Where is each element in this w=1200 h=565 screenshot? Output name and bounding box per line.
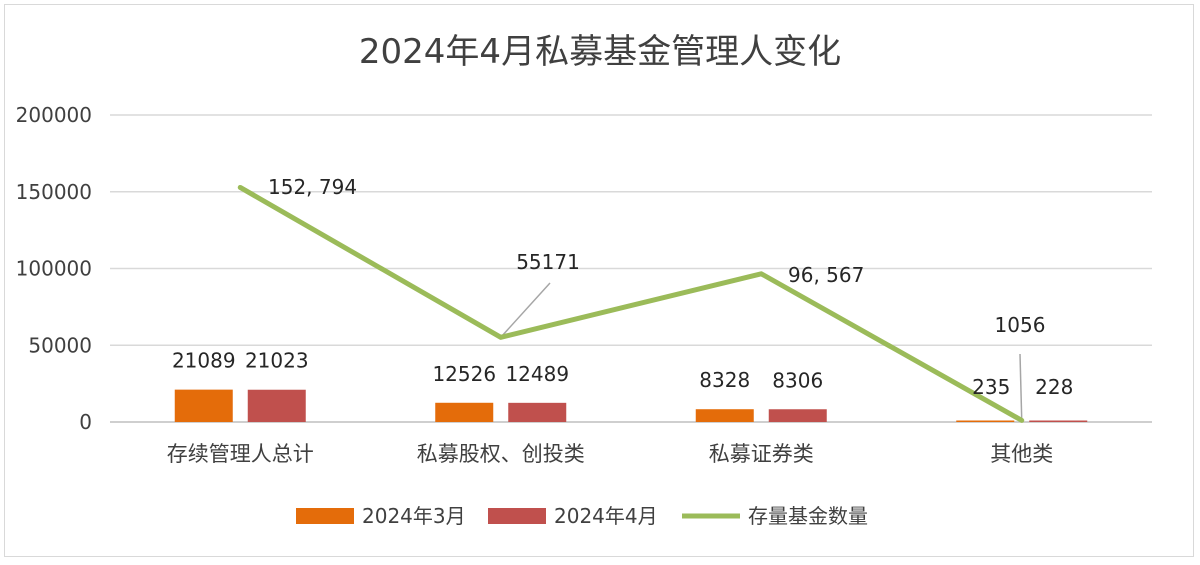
legend: 2024年3月 2024年4月 存量基金数量 [296,504,868,528]
y-tick-label: 50000 [28,333,92,357]
bar-data-label: 228 [1035,375,1073,399]
bar [768,409,827,422]
line-point [239,186,242,189]
bar [956,420,1015,422]
bar-data-label: 8306 [772,368,823,392]
line-data-label: 1056 [995,313,1046,337]
legend-label: 存量基金数量 [748,504,868,528]
line-point [499,336,502,339]
y-axis-ticks: 0 50000 100000 150000 200000 [16,103,92,434]
bar-data-label: 12526 [432,362,496,386]
y-tick-label: 200000 [16,103,92,127]
y-tick-label: 100000 [16,257,92,281]
x-axis-categories: 存续管理人总计 私募股权、创投类 私募证券类 其他类 [167,442,1054,466]
bar-data-label: 12489 [505,362,569,386]
x-category-label: 其他类 [990,442,1053,466]
bar [1029,420,1088,422]
bars [174,389,1088,422]
line-data-label: 152, 794 [268,175,357,199]
data-labels: 21089 12526 8328 235 21023 12489 8306 228 152, 7… [172,175,1073,399]
bar [247,389,306,422]
legend-label: 2024年3月 [362,504,466,528]
bar-data-label: 8328 [699,368,750,392]
bar [508,402,567,422]
line-series [237,184,1025,423]
chart-frame [4,4,1194,557]
bar-data-label: 21023 [245,349,309,373]
legend-swatch [296,508,354,524]
line-path [237,184,1025,423]
x-category-label: 私募证券类 [709,442,814,466]
chart-title: 2024年4月私募基金管理人变化 [359,32,841,72]
bar-data-label: 235 [972,375,1010,399]
line-data-label: 96, 567 [788,263,864,287]
line-data-label: 55171 [516,250,580,274]
callout-lines [500,282,1023,421]
bar [174,389,233,422]
y-tick-label: 150000 [16,180,92,204]
x-category-label: 存续管理人总计 [167,442,314,466]
legend-swatch [488,508,546,524]
bar [695,409,754,422]
line-point [1020,419,1023,422]
callout-line [500,282,551,338]
x-category-label: 私募股权、创投类 [417,442,585,466]
bar [435,402,494,422]
line-point [760,272,763,275]
callout-line [1019,353,1023,421]
y-tick-label: 0 [79,410,92,434]
legend-label: 2024年4月 [554,504,658,528]
bar-data-label: 21089 [172,349,236,373]
